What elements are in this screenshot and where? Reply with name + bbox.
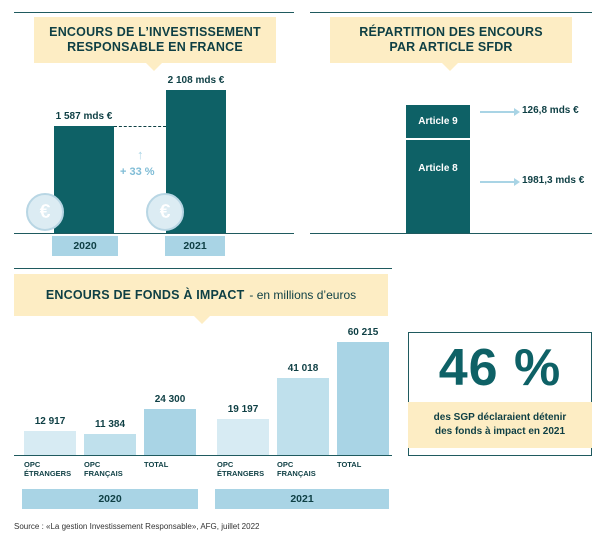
stat-caption-line1: des SGP déclaraient détenir [433,412,567,423]
chart3-title-notch [194,316,210,324]
chart3-category-label-2021-3: TOTAL [337,460,362,469]
chart3-value-label-2020-2: 11 384 [94,418,126,430]
chart2-arrow-article-9 [480,111,516,113]
chart3-value-label-2021-1: 19 197 [227,403,259,415]
chart2-series-label-article-8: Article 8 [418,163,458,175]
stat-baseline [408,455,592,456]
chart1-title-notch [146,63,162,71]
chart3-value-label-2020-3: 24 300 [154,394,186,406]
chart2-arrow-head-icon [514,108,520,116]
stat-caption-line2: des fonds à impact en 2021 [434,426,566,437]
chart3-bar-2020-2 [84,433,136,455]
chart3-group-2021: 2021 [215,489,389,509]
chart1-year-2020: 2020 [52,236,118,256]
chart3-category-label-2021-1: OPC ÉTRANGERS [217,460,265,478]
source-note: Source : «La gestion Investissement Resp… [14,522,260,531]
chart3-bar-2021-2 [277,378,329,455]
chart2-series-label-article-9: Article 9 [418,116,458,128]
chart3-bar-2020-3 [144,409,196,455]
chart2-title: RÉPARTITION DES ENCOURS PAR ARTICLE SFDR [359,25,543,54]
chart3-category-label-2021-2: OPC FRANÇAIS [277,460,316,478]
chart2-title-notch [442,63,458,71]
chart1-up-arrow-icon: ↑ [137,147,144,162]
stat-caption-banner: des SGP déclaraient détenir des fonds à … [408,402,592,448]
chart3-value-label-2020-1: 12 917 [34,415,66,427]
panel3-top-rule [14,268,392,269]
chart1-plot: 1 587 mds € 2 108 mds € ↑ + 33 % [14,74,294,234]
chart1-year-2021: 2021 [165,236,225,256]
euro-coin-icon: € [146,193,184,231]
chart3-title: ENCOURS DE FONDS À IMPACT [45,287,245,302]
chart1-reference-dashed-line [114,125,166,127]
panel1-top-rule [14,12,294,13]
chart2-arrow-article-8 [480,181,516,183]
stat-value: 46 % [438,339,562,397]
chart3-subtitle: - en millions d’euros [249,288,357,302]
chart1-growth-annotation: + 33 % [120,166,155,178]
chart3-value-label-2021-3: 60 215 [347,327,379,338]
chart3-baseline [14,455,392,456]
chart3-bar-2020-1 [24,430,76,455]
chart1-value-label-2020: 1 587 mds € [55,110,113,122]
chart3-plot: 12 917 OPC ÉTRANGERS 11 384 OPC FRANÇAIS 24 30… [14,320,392,515]
chart1-title: ENCOURS DE L’INVESTISSEMENT RESPONSABLE … [49,25,261,54]
chart3-category-label-2020-3: TOTAL [144,460,169,469]
chart3-category-label-2020-2: OPC FRANÇAIS [84,460,123,478]
chart2-value-label-article-8: 1981,3 mds € [522,175,585,186]
chart3-title-banner: ENCOURS DE FONDS À IMPACT - en millions … [14,274,388,316]
chart2-segment-article-8 [406,105,470,233]
chart3-group-2020: 2020 [22,489,198,509]
chart3-bar-2021-1 [217,418,269,455]
chart2-arrow-head-icon [514,178,520,186]
chart3-bar-2021-3 [337,342,389,455]
stat-panel [408,332,592,455]
chart2-plot: Article 9 Article 8 126,8 mds € 1981,3 m… [310,74,592,234]
chart1-bar-2020 [54,125,114,233]
chart2-title-banner: RÉPARTITION DES ENCOURS PAR ARTICLE SFDR [330,17,572,63]
panel2-top-rule [310,12,592,13]
chart2-value-label-article-9: 126,8 mds € [522,105,579,116]
chart3-value-label-2021-2: 41 018 [287,363,319,375]
chart1-title-banner: ENCOURS DE L’INVESTISSEMENT RESPONSABLE … [34,17,276,63]
chart1-baseline [14,233,294,234]
euro-coin-icon: € [26,193,64,231]
chart3-category-label-2020-1: OPC ÉTRANGERS [24,460,72,478]
chart2-segment-separator [406,138,470,141]
chart1-value-label-2021: 2 108 mds € [167,75,225,87]
chart2-baseline [310,233,592,234]
